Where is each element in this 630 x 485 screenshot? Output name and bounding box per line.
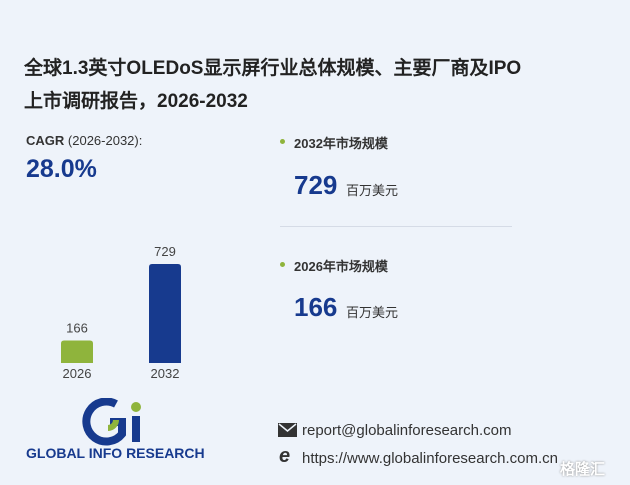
bar [149,264,181,363]
bar-chart: 166 2026 729 2032 [61,244,181,381]
watermark: 格隆汇 [560,461,606,478]
website: https://www.globalinforesearch.com.cn [302,450,558,467]
stat-unit: 百万美元 [346,305,399,320]
title: 全球1.3英寸OLEDoS显示屏行业总体规模、主要厂商及IPO [24,58,522,79]
logo-text: GLOBAL INFO RESEARCH [26,445,205,461]
divider [280,226,512,227]
value-label: 166 [66,320,88,335]
cagr-value: 28.0% [26,155,97,183]
stat-label: 2032年市场规模 [294,136,388,151]
value-label: 729 [154,244,176,259]
web-icon: e [279,445,291,467]
x-tick-label: 2026 [63,366,92,381]
stat-label: 2026年市场规模 [294,259,388,274]
bullet [280,262,285,267]
stat-value: 729 [294,170,338,200]
stat-value: 166 [294,292,338,322]
cagr-name: CAGR [26,133,65,148]
stat-unit: 百万美元 [346,183,399,198]
x-tick-label: 2032 [151,366,180,381]
email-icon [278,423,297,437]
title: 上市调研报告，2026-2032 [24,91,248,112]
bullet [280,139,285,144]
cagr-label: CAGR (2026-2032): [26,133,142,148]
bar [61,340,93,363]
email: report@globalinforesearch.com [302,422,512,439]
cagr-period: (2026-2032): [67,133,143,148]
logo-mark [82,398,141,446]
